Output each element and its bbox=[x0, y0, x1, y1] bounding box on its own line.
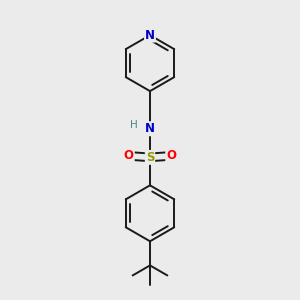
Text: H: H bbox=[130, 120, 138, 130]
Text: N: N bbox=[145, 29, 155, 42]
Text: O: O bbox=[166, 149, 176, 162]
Text: O: O bbox=[124, 149, 134, 162]
Text: N: N bbox=[145, 122, 155, 135]
Text: S: S bbox=[146, 151, 154, 164]
